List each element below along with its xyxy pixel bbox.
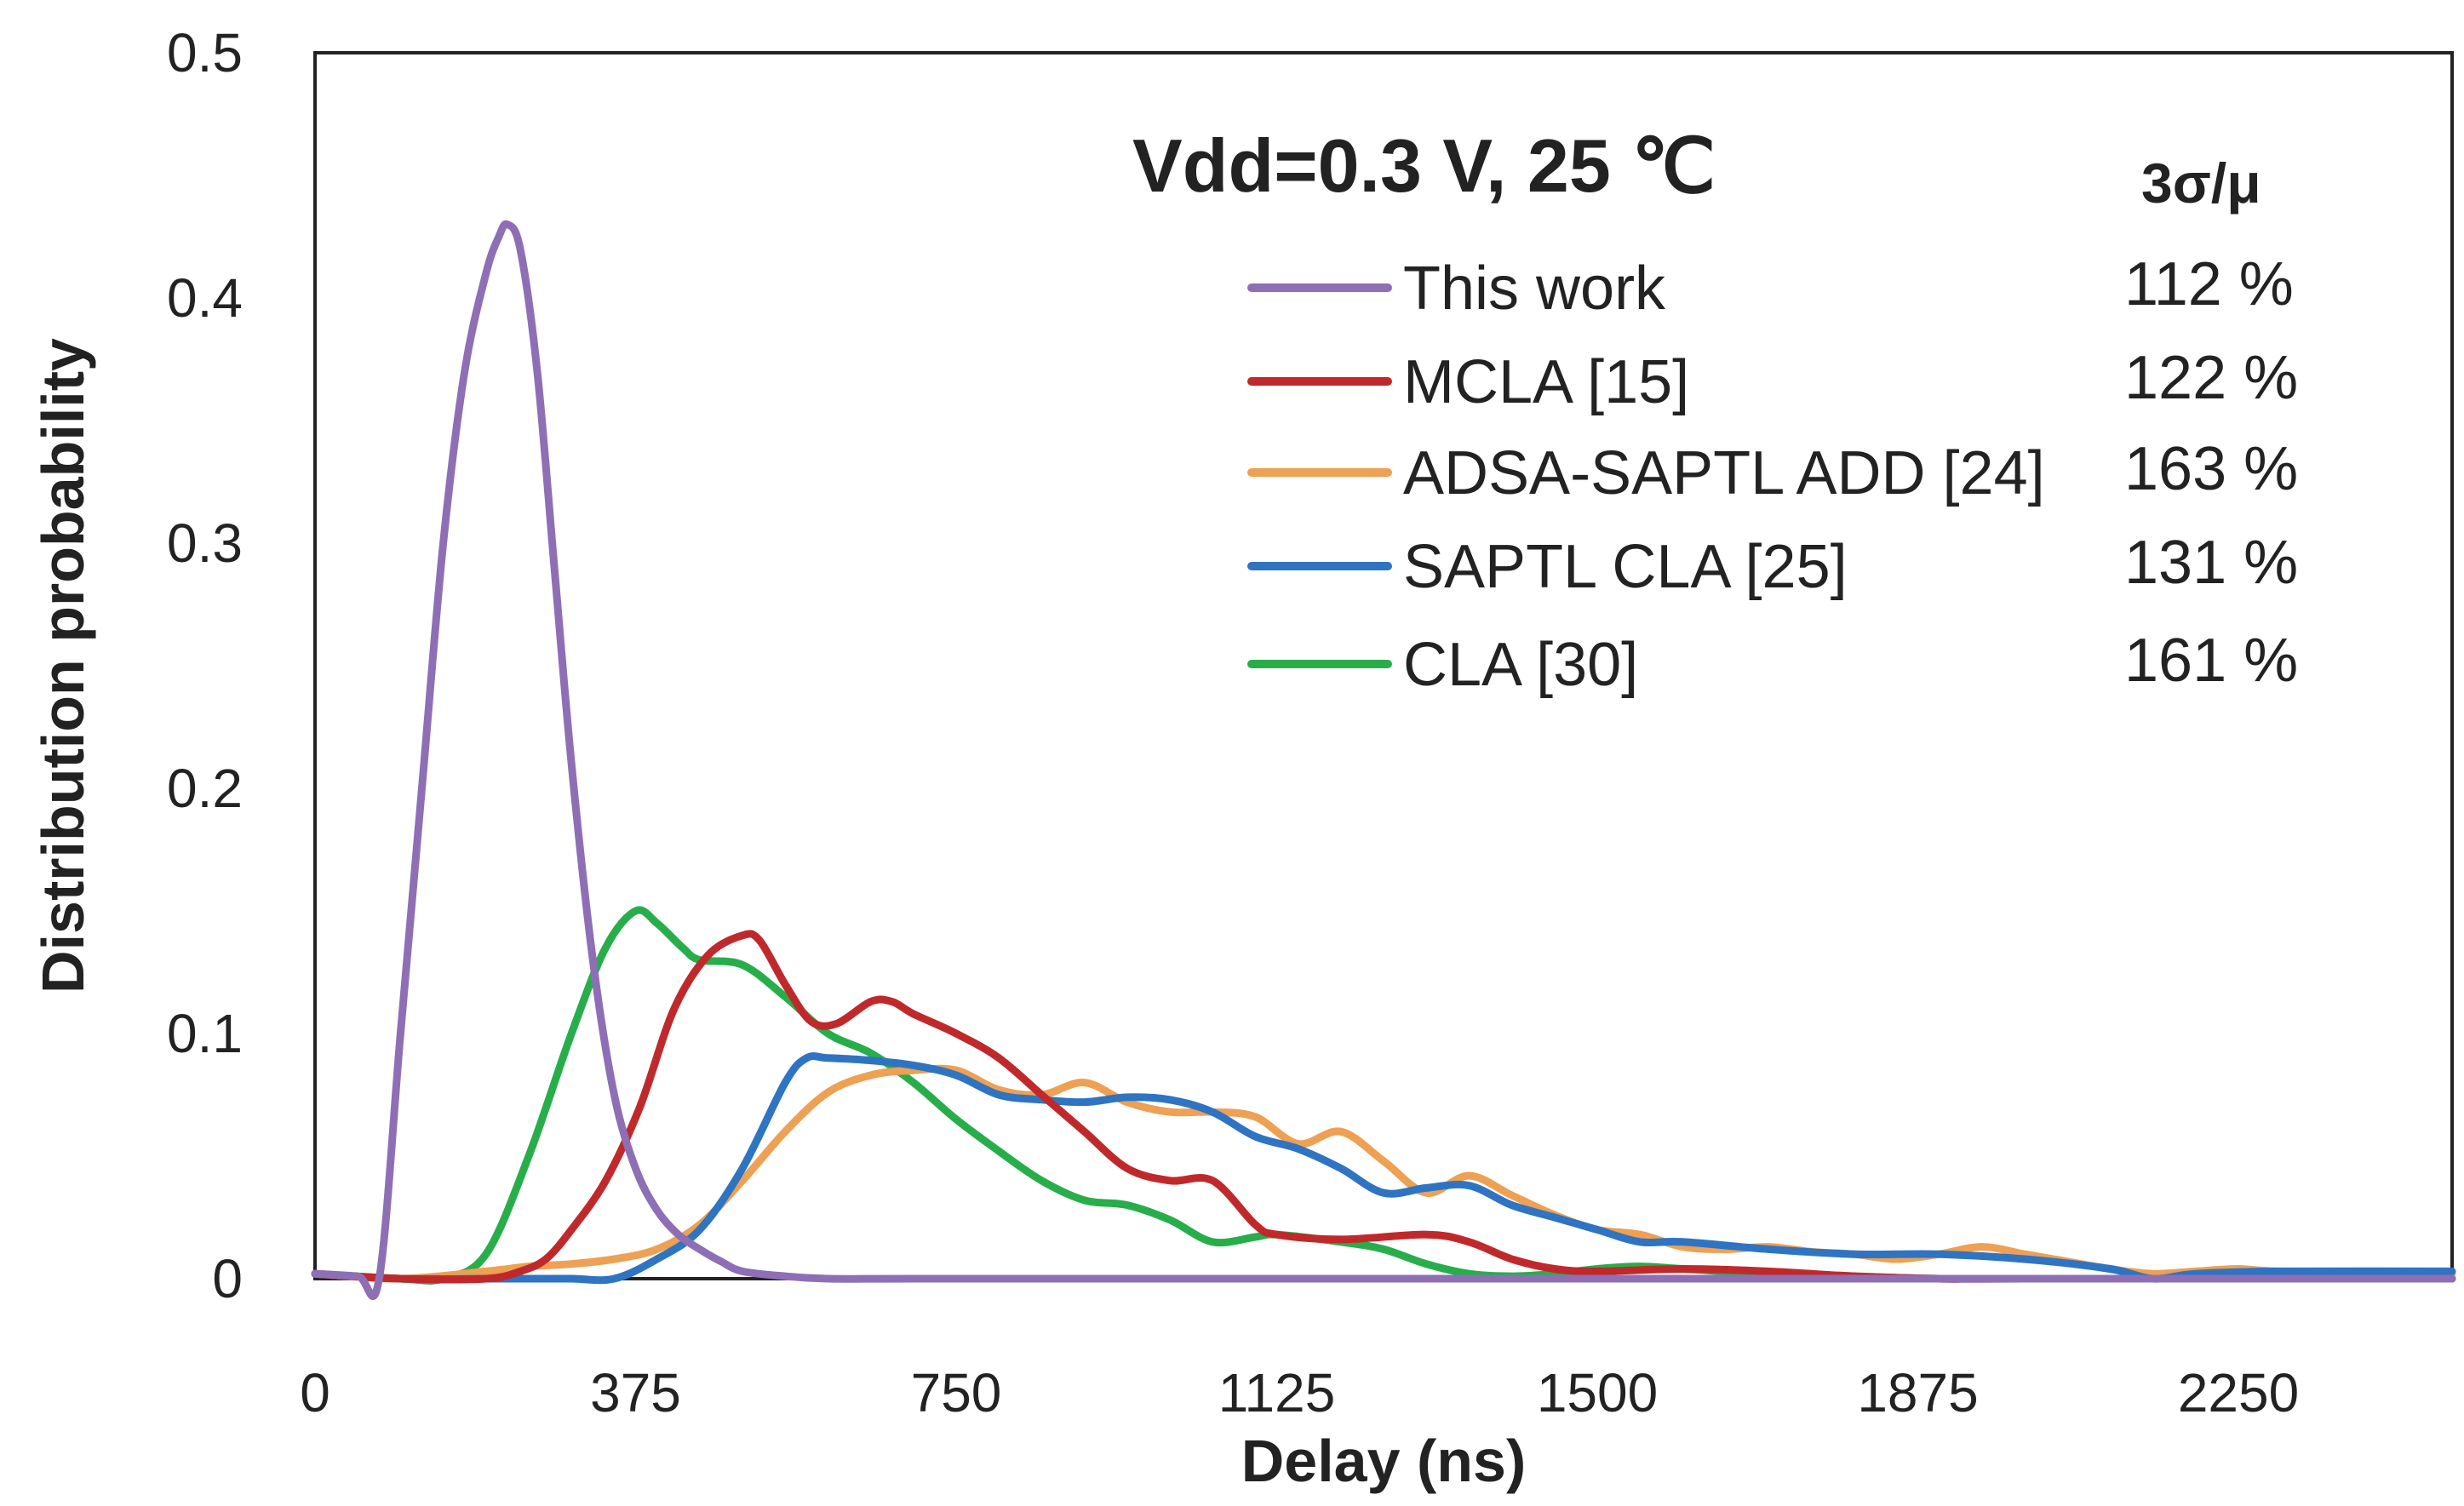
- legend-stat-value: 131 %: [2124, 529, 2298, 597]
- legend-label: SAPTL CLA [25]: [1403, 533, 1848, 601]
- x-tick-label: 1125: [1218, 1362, 1336, 1423]
- x-tick-label: 1875: [1857, 1362, 1978, 1423]
- series-layer: [311, 220, 2456, 1300]
- legend: This work 112 % MCLA [15] 122 % ADSA-SAPTL A…: [1247, 250, 2298, 699]
- y-tick-label: 0.5: [167, 22, 243, 83]
- x-tick-label: 375: [590, 1362, 681, 1423]
- x-axis-title: Delay (ns): [1241, 1428, 1527, 1494]
- legend-header: 3σ/μ: [2141, 152, 2261, 215]
- legend-label: This work: [1403, 255, 1666, 323]
- legend-label: CLA [30]: [1403, 631, 1638, 699]
- legend-stat-value: 161 %: [2124, 627, 2298, 695]
- x-axis-ticks: 0 375 750 1125 1500 1875 2250: [300, 1362, 2299, 1423]
- legend-stat-value: 122 %: [2124, 344, 2298, 412]
- y-tick-label: 0.4: [167, 267, 243, 329]
- y-tick-label: 0.3: [167, 512, 243, 574]
- x-tick-label: 750: [911, 1362, 1002, 1423]
- chart-title: Vdd=0.3 V, 25 ℃: [1132, 123, 1716, 208]
- y-axis-ticks: 0 0.1 0.2 0.3 0.4 0.5: [167, 22, 243, 1309]
- y-tick-label: 0.2: [167, 758, 243, 819]
- x-tick-label: 1500: [1537, 1362, 1658, 1423]
- x-tick-label: 2250: [2178, 1362, 2299, 1423]
- x-tick-label: 0: [300, 1362, 330, 1423]
- series-line-this-work: [311, 220, 2456, 1300]
- y-axis-title: Distribution probability: [30, 338, 96, 994]
- y-tick-label: 0.1: [167, 1003, 243, 1064]
- series-line-mcla-15: [311, 930, 2456, 1284]
- legend-label: ADSA-SAPTL ADD [24]: [1403, 439, 2045, 507]
- legend-stat-value: 163 %: [2124, 435, 2298, 503]
- y-tick-label: 0: [212, 1248, 243, 1309]
- legend-label: MCLA [15]: [1403, 348, 1689, 416]
- legend-stat-value: 112 %: [2124, 250, 2294, 318]
